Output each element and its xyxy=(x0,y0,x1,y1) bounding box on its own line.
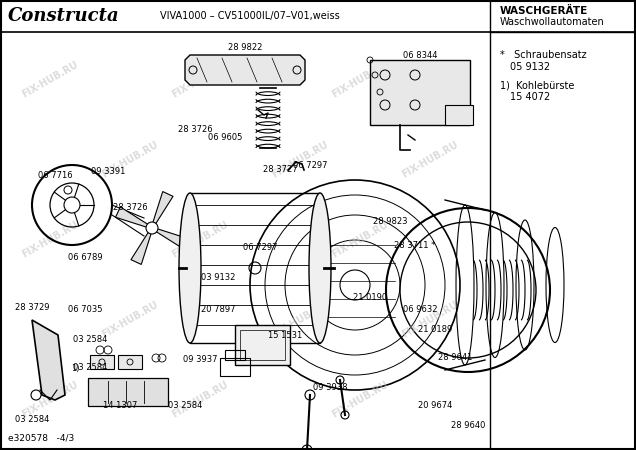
Text: 03 2584: 03 2584 xyxy=(168,400,202,410)
Polygon shape xyxy=(131,232,151,265)
Text: Constructa: Constructa xyxy=(8,7,120,25)
Text: 06 7716: 06 7716 xyxy=(38,171,73,180)
Circle shape xyxy=(146,222,158,234)
Bar xyxy=(118,355,142,369)
Text: 28 9823: 28 9823 xyxy=(373,217,407,226)
Ellipse shape xyxy=(179,193,201,343)
Bar xyxy=(88,378,168,406)
Text: *   Schraubensatz: * Schraubensatz xyxy=(500,50,586,60)
Text: 28 3726: 28 3726 xyxy=(177,126,212,135)
Text: 09 3937: 09 3937 xyxy=(183,356,218,364)
Text: 06 7297: 06 7297 xyxy=(293,161,328,170)
Text: 05 9132: 05 9132 xyxy=(510,62,550,72)
Ellipse shape xyxy=(309,193,331,343)
Text: 15 4072: 15 4072 xyxy=(510,92,550,102)
Text: 28 3727: 28 3727 xyxy=(263,166,297,175)
Text: 28 3729: 28 3729 xyxy=(15,303,49,312)
Text: FIX-HUB.RU: FIX-HUB.RU xyxy=(330,220,390,260)
Text: 21 0189: 21 0189 xyxy=(418,325,452,334)
Text: 28 9641: 28 9641 xyxy=(438,354,472,363)
Bar xyxy=(90,355,114,369)
Text: 03 2584: 03 2584 xyxy=(15,415,49,424)
Bar xyxy=(220,358,250,376)
Text: 28 3726: 28 3726 xyxy=(113,203,148,212)
Text: e320578   -4/3: e320578 -4/3 xyxy=(8,433,74,442)
Text: FIX-HUB.RU: FIX-HUB.RU xyxy=(270,140,330,180)
Text: FIX-HUB.RU: FIX-HUB.RU xyxy=(270,300,330,340)
Text: 03 9132: 03 9132 xyxy=(201,274,235,283)
Text: FIX-HUB.RU: FIX-HUB.RU xyxy=(400,300,460,340)
Text: 06 6789: 06 6789 xyxy=(67,253,102,262)
Text: 06 7035: 06 7035 xyxy=(68,306,102,315)
Text: FIX-HUB.RU: FIX-HUB.RU xyxy=(170,380,230,420)
Bar xyxy=(240,330,285,360)
Bar xyxy=(225,350,245,360)
Text: 28 9640: 28 9640 xyxy=(451,420,485,429)
Text: FIX-HUB.RU: FIX-HUB.RU xyxy=(170,220,230,260)
Text: FIX-HUB.RU: FIX-HUB.RU xyxy=(100,300,160,340)
Text: 06 8344: 06 8344 xyxy=(403,50,438,59)
Bar xyxy=(190,193,320,343)
Bar xyxy=(235,325,290,365)
Text: 09 3391: 09 3391 xyxy=(91,167,125,176)
Text: 09 3938: 09 3938 xyxy=(313,383,347,392)
Text: 06 9632: 06 9632 xyxy=(403,306,438,315)
Text: FIX-HUB.RU: FIX-HUB.RU xyxy=(330,380,390,420)
Text: WASCHGERÄTE: WASCHGERÄTE xyxy=(500,6,588,16)
Text: 03 2584: 03 2584 xyxy=(73,364,107,373)
Text: FIX-HUB.RU: FIX-HUB.RU xyxy=(100,140,160,180)
Polygon shape xyxy=(185,55,305,85)
Text: 28 9822: 28 9822 xyxy=(228,44,262,53)
Text: FIX-HUB.RU: FIX-HUB.RU xyxy=(170,60,230,100)
Text: 28 3711 *: 28 3711 * xyxy=(394,240,436,249)
Text: 20 9674: 20 9674 xyxy=(418,400,452,410)
Bar xyxy=(370,60,470,125)
Polygon shape xyxy=(32,320,65,400)
Polygon shape xyxy=(153,192,173,224)
Bar xyxy=(445,105,473,125)
Text: 06 9605: 06 9605 xyxy=(208,134,242,143)
Text: FIX-HUB.RU: FIX-HUB.RU xyxy=(20,380,80,420)
Text: FIX-HUB.RU: FIX-HUB.RU xyxy=(20,220,80,260)
Text: FIX-HUB.RU: FIX-HUB.RU xyxy=(400,140,460,180)
Polygon shape xyxy=(116,207,148,227)
Text: 15 1531: 15 1531 xyxy=(268,330,302,339)
Text: FIX-HUB.RU: FIX-HUB.RU xyxy=(330,60,390,100)
Text: 21 0190: 21 0190 xyxy=(353,293,387,302)
Text: 20 7897: 20 7897 xyxy=(201,306,235,315)
Text: VIVA1000 – CV51000IL/07–V01,weiss: VIVA1000 – CV51000IL/07–V01,weiss xyxy=(160,11,340,21)
Polygon shape xyxy=(156,229,188,249)
Text: 06 7297: 06 7297 xyxy=(243,243,277,252)
Text: 1): 1) xyxy=(71,364,80,373)
Text: Waschwollautomaten: Waschwollautomaten xyxy=(500,17,605,27)
Text: 03 2584: 03 2584 xyxy=(73,336,107,345)
Text: 1)  Kohlebürste: 1) Kohlebürste xyxy=(500,80,574,90)
Text: 14 1307: 14 1307 xyxy=(103,400,137,410)
Text: FIX-HUB.RU: FIX-HUB.RU xyxy=(20,60,80,100)
